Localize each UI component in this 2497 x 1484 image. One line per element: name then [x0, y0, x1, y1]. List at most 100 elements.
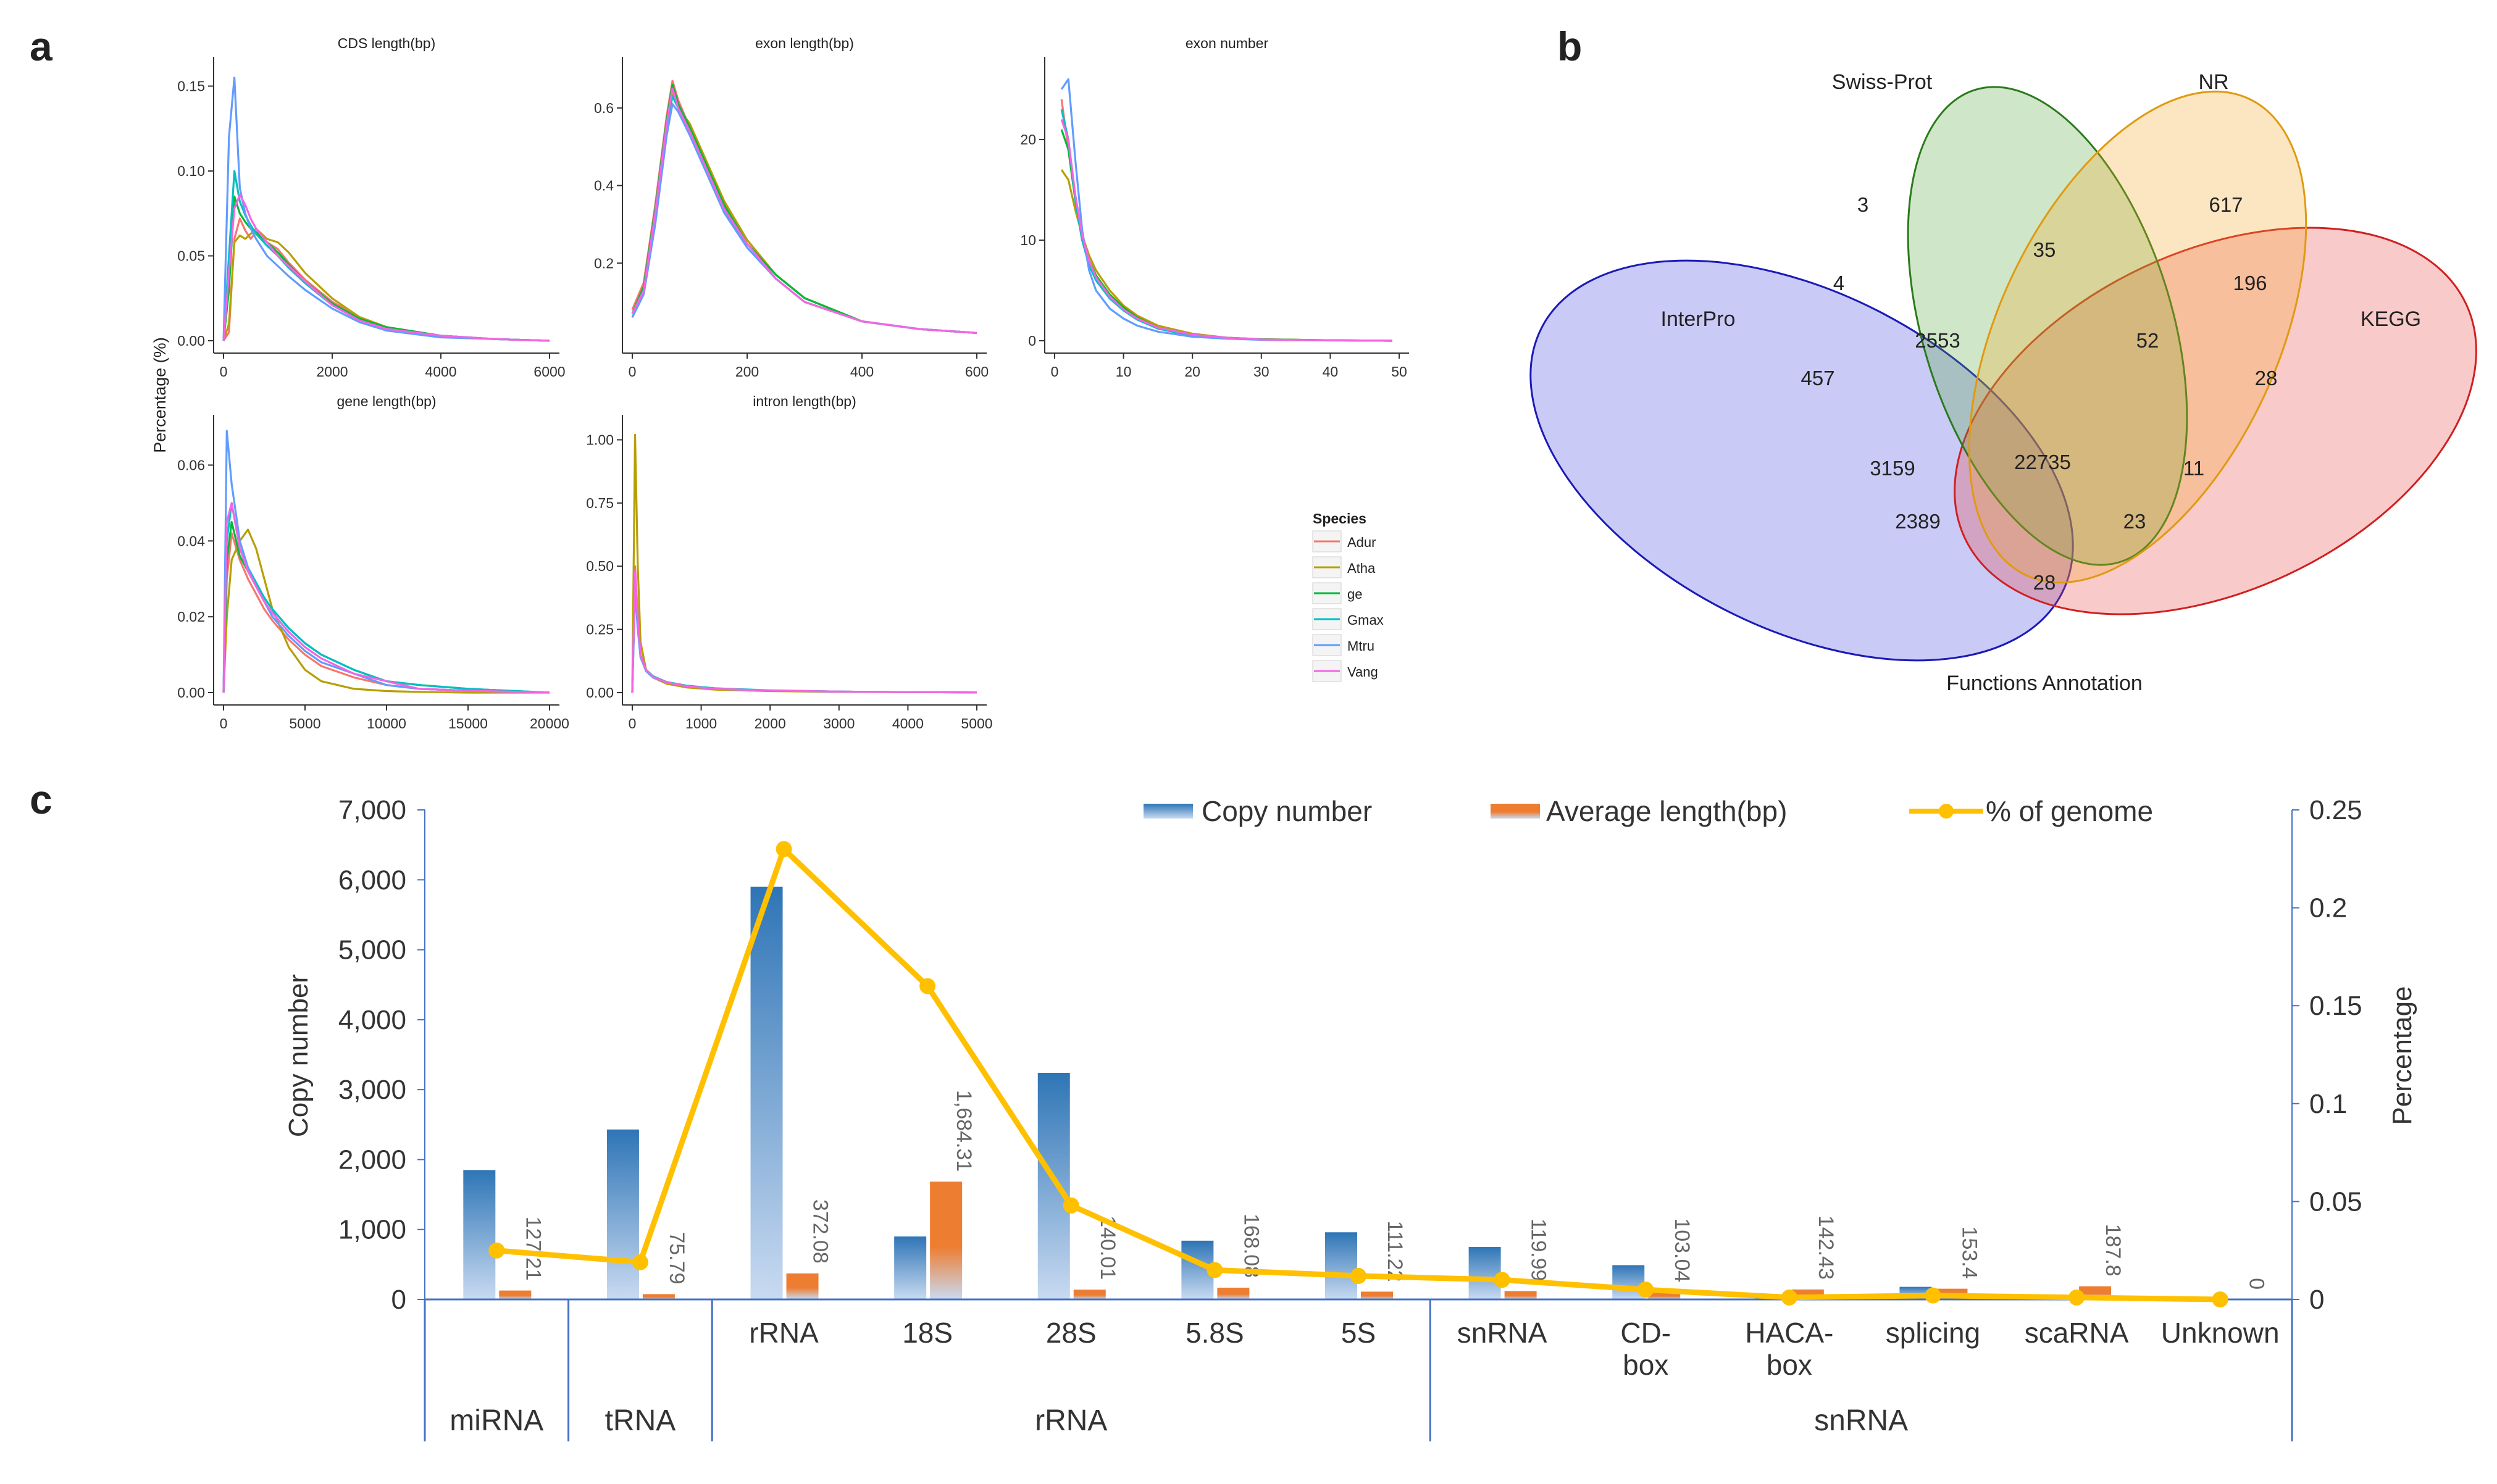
series-line-atha	[631, 433, 977, 694]
x-tick-label: 10000	[367, 715, 406, 732]
panel-a-chart: intron length(bp) 0 1000 2000 3000 4000 5000 0.…	[586, 393, 992, 732]
y-tick-label: 0.25	[586, 622, 614, 638]
y-tick-label: 0.00	[177, 685, 205, 701]
category-label: scaRNA	[2025, 1317, 2129, 1349]
right-y-tick-label: 0.25	[2309, 795, 2362, 825]
legend-label: Average length(bp)	[1546, 795, 1787, 827]
percent-of-genome-marker	[1350, 1267, 1366, 1284]
left-y-axis-title: Copy number	[283, 974, 314, 1137]
left-y-tick-label: 5,000	[338, 935, 406, 965]
bar-data-label: 111.22	[1383, 1220, 1407, 1282]
panel-label-b: b	[1557, 23, 1582, 69]
percent-of-genome-marker	[1637, 1282, 1654, 1298]
y-tick-label: 0.06	[177, 457, 205, 473]
left-y-tick-label: 0	[391, 1285, 406, 1315]
venn-region-count: 3159	[1870, 457, 1915, 480]
x-tick-label: 40	[1323, 364, 1339, 380]
x-tick-label: 200	[735, 364, 759, 380]
series-line-adur	[631, 565, 977, 694]
y-tick-label: 0.10	[177, 163, 205, 179]
series-line-vang	[222, 502, 550, 694]
category-label: 18S	[902, 1317, 953, 1349]
x-tick-label: 6000	[533, 364, 565, 380]
venn-region-count: 23	[2123, 510, 2146, 533]
venn-region-count: 52	[2136, 329, 2159, 352]
category-label: 28S	[1046, 1317, 1097, 1349]
percent-of-genome-marker	[632, 1254, 648, 1270]
panel-a-chart: exon number 0 10 20 30 40 50 0 10 20	[1020, 35, 1409, 380]
panel-a-line-charts: CDS length(bp)0 2000 4000 60000.000.050.100…	[177, 35, 1409, 732]
legend-title: Species	[1313, 511, 1366, 527]
x-tick-label: 50	[1391, 364, 1407, 380]
panel-label-c: c	[30, 777, 52, 822]
bar-average-length	[642, 1294, 675, 1299]
group-label: snRNA	[1814, 1404, 1908, 1437]
bar-data-label: 75.79	[665, 1232, 688, 1284]
percent-of-genome-marker	[1781, 1289, 1797, 1306]
venn-title: Functions Annotation	[1946, 672, 2143, 695]
venn-region-count: 617	[2209, 193, 2243, 216]
bar-average-length	[1217, 1287, 1250, 1299]
bar-data-label: 372.08	[809, 1199, 832, 1264]
legend-entry-label: Gmax	[1347, 612, 1384, 628]
series-line-mtru	[222, 430, 550, 694]
bar-data-label: 127.21	[521, 1217, 545, 1281]
venn-region-count: 28	[2255, 367, 2278, 390]
y-tick-label: 0.2	[594, 255, 614, 271]
legend-label: % of genome	[1986, 795, 2153, 827]
x-tick-label: 4000	[892, 715, 924, 732]
y-tick-label: 0.6	[594, 100, 614, 116]
bar-average-length	[499, 1290, 532, 1299]
x-tick-label: 30	[1253, 364, 1269, 380]
x-tick-label: 1000	[685, 715, 717, 732]
y-tick-label: 20	[1020, 131, 1036, 148]
panel-a-chart-title: intron length(bp)	[753, 393, 856, 409]
venn-region-count: 4	[1833, 272, 1844, 294]
bar-data-label: 153.4	[1957, 1227, 1981, 1279]
percent-of-genome-marker	[1063, 1197, 1079, 1214]
x-tick-label: 0	[220, 364, 228, 380]
venn-set-label-swissprot: Swiss-Prot	[1832, 70, 1933, 94]
venn-set-label-kegg: KEGG	[2361, 307, 2421, 331]
legend-swatch-average-length	[1491, 804, 1540, 819]
percent-of-genome-marker	[488, 1242, 505, 1259]
legend-swatch-copy-number	[1144, 804, 1193, 819]
right-y-axis-title: Percentage	[2387, 986, 2417, 1125]
bar-average-length	[1073, 1290, 1106, 1299]
series-line-atha	[1060, 169, 1392, 342]
series-line-ge	[631, 578, 977, 694]
bar-average-length	[1648, 1292, 1681, 1299]
bar-data-label: 142.43	[1814, 1215, 1838, 1280]
series-line-vang	[1060, 119, 1392, 342]
percent-of-genome-marker	[2212, 1291, 2228, 1307]
x-tick-label: 0	[1051, 364, 1059, 380]
category-label: 5.8S	[1186, 1317, 1244, 1349]
series-line-atha	[222, 528, 550, 694]
venn-region-count: 22735	[2014, 451, 2071, 473]
venn-region-count: 2389	[1895, 510, 1940, 533]
venn-ellipse-interpro	[1529, 259, 2074, 662]
panel-a-chart-title: exon length(bp)	[755, 35, 854, 51]
panel-a-chart-title: CDS length(bp)	[338, 35, 436, 51]
y-tick-label: 0.75	[586, 495, 614, 511]
x-tick-label: 0	[220, 715, 228, 732]
panel-c-bar-chart: 0 1,000 2,000 3,000 4,000 5,000 6,000 7,000 Copy…	[283, 795, 2417, 1441]
venn-set-label-nr: NR	[2198, 70, 2228, 94]
venn-region-count: 35	[2033, 238, 2056, 261]
x-tick-label: 0	[629, 364, 637, 380]
group-label: tRNA	[605, 1404, 676, 1437]
y-tick-label: 0.50	[586, 558, 614, 574]
percent-of-genome-marker	[776, 841, 792, 857]
legend-entry-label: Adur	[1347, 535, 1376, 550]
percent-of-genome-marker	[1925, 1287, 1941, 1304]
bar-data-label: 168.08	[1239, 1214, 1263, 1278]
category-label: rRNA	[749, 1317, 819, 1349]
series-line-vang	[222, 193, 550, 342]
series-line-mtru	[631, 590, 977, 694]
venn-ellipse-swissprot	[1907, 86, 2188, 566]
y-tick-label: 0.4	[594, 178, 614, 194]
venn-region-count: 11	[2183, 457, 2204, 480]
x-tick-label: 20000	[530, 715, 569, 732]
bar-average-length	[786, 1273, 819, 1299]
legend-label: Copy number	[1202, 795, 1372, 827]
